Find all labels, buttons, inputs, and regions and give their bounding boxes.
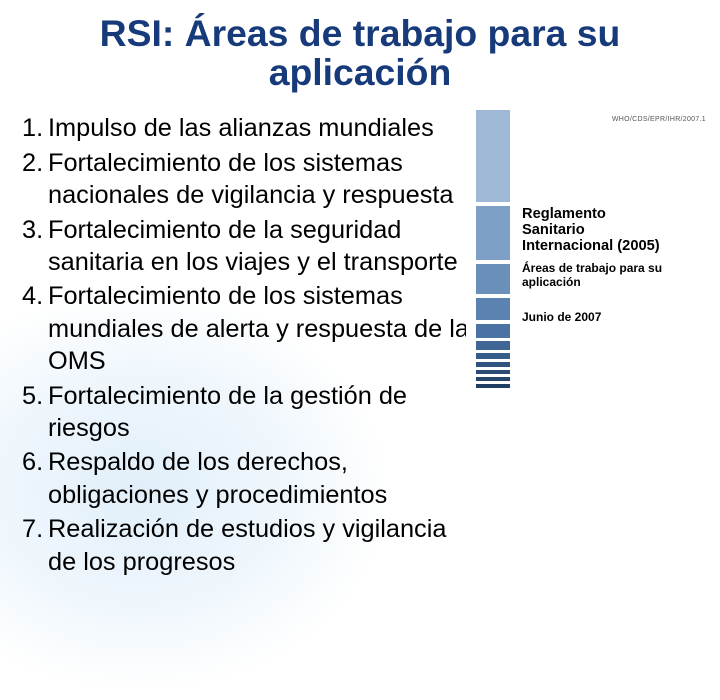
title-line-1: RSI: Áreas de trabajo para su [100,12,621,54]
thumbnail-title: Reglamento Sanitario Internacional (2005… [522,206,702,254]
thumbnail-date: Junio de 2007 [522,310,702,324]
work-area-item: Realización de estudios y vigilancia de … [22,513,472,578]
work-area-item: Fortalecimiento de la gestión de riesgos [22,380,472,445]
work-area-item: Fortalecimiento de los sistemas nacional… [22,147,472,212]
thumbnail-stripe [476,206,510,260]
thumbnail-doc-code: WHO/CDS/EPR/IHR/2007.1 [612,116,706,123]
thumbnail-stripe [476,384,510,388]
work-area-item: Respaldo de los derechos, obligaciones y… [22,446,472,511]
document-thumbnail: WHO/CDS/EPR/IHR/2007.1 Reglamento Sanita… [466,110,716,410]
thumbnail-stripe [476,298,510,320]
slide-title: RSI: Áreas de trabajo para su aplicación [0,0,720,98]
thumbnail-text-block: Reglamento Sanitario Internacional (2005… [522,206,702,324]
work-area-item: Fortalecimiento de la seguridad sanitari… [22,214,472,279]
thumbnail-stripe [476,264,510,294]
work-area-item: Fortalecimiento de los sistemas mundiale… [22,280,472,377]
thumbnail-subtitle: Áreas de trabajo para su aplicación [522,262,702,290]
thumbnail-stripes [476,110,510,410]
title-line-2: aplicación [269,51,452,93]
thumbnail-stripe [476,110,510,202]
thumbnail-stripe [476,324,510,338]
work-areas-list: Impulso de las alianzas mundialesFortale… [22,112,472,578]
thumbnail-stripe [476,341,510,350]
work-area-item: Impulso de las alianzas mundiales [22,112,472,144]
